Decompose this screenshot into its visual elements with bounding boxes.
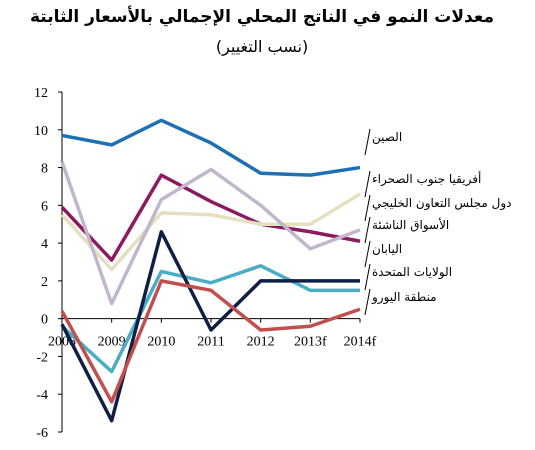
legend-label: دول مجلس التعاون الخليجي bbox=[372, 196, 512, 211]
legend-leader bbox=[364, 216, 371, 244]
x-tick-label: 2010 bbox=[147, 335, 175, 350]
y-tick-label: 0 bbox=[41, 313, 48, 328]
y-tick-label: 6 bbox=[41, 199, 48, 214]
legend-leader bbox=[364, 170, 371, 198]
y-tick-label: 4 bbox=[41, 237, 48, 252]
chart-title: معدلات النمو في الناتج المحلي الإجمالي ب… bbox=[30, 6, 494, 27]
x-tick-label: 2013f bbox=[294, 335, 327, 350]
legend-leader bbox=[364, 263, 371, 291]
x-tick-label: 2012 bbox=[247, 335, 275, 350]
series-line bbox=[60, 173, 361, 262]
y-tick-label: -2 bbox=[36, 350, 48, 365]
y-tick-label: 2 bbox=[41, 275, 48, 290]
legend-leader bbox=[364, 240, 371, 268]
legend-leader bbox=[364, 128, 371, 156]
y-tick-label: 12 bbox=[34, 86, 48, 101]
legend-label: الولايات المتحدة bbox=[372, 265, 452, 280]
x-tick-label: 2014f bbox=[344, 335, 377, 350]
series-line bbox=[60, 279, 361, 404]
x-tick-label: 2009 bbox=[98, 335, 126, 350]
legend-leader bbox=[364, 194, 371, 222]
y-tick-label: -4 bbox=[36, 388, 48, 403]
y-tick-label: 8 bbox=[41, 162, 48, 177]
y-tick-label: -6 bbox=[36, 426, 48, 441]
legend-label: منطقة اليورو bbox=[371, 290, 437, 305]
chart-subtitle: (نسب التغيير) bbox=[216, 37, 308, 57]
series-line bbox=[61, 118, 361, 177]
legend-label: أفريقيا جنوب الصحراء bbox=[372, 171, 481, 187]
legend-label: الصين bbox=[372, 130, 402, 145]
x-tick-label: 2011 bbox=[197, 335, 224, 350]
legend-leader bbox=[364, 288, 371, 316]
series-line bbox=[60, 192, 361, 272]
legend-label: الأسواق الناشئة bbox=[372, 217, 449, 233]
series-line bbox=[60, 264, 360, 374]
series-line bbox=[60, 230, 360, 423]
legend-label: اليابان bbox=[372, 242, 402, 256]
y-tick-label: 10 bbox=[34, 124, 48, 139]
series-line bbox=[60, 161, 361, 306]
